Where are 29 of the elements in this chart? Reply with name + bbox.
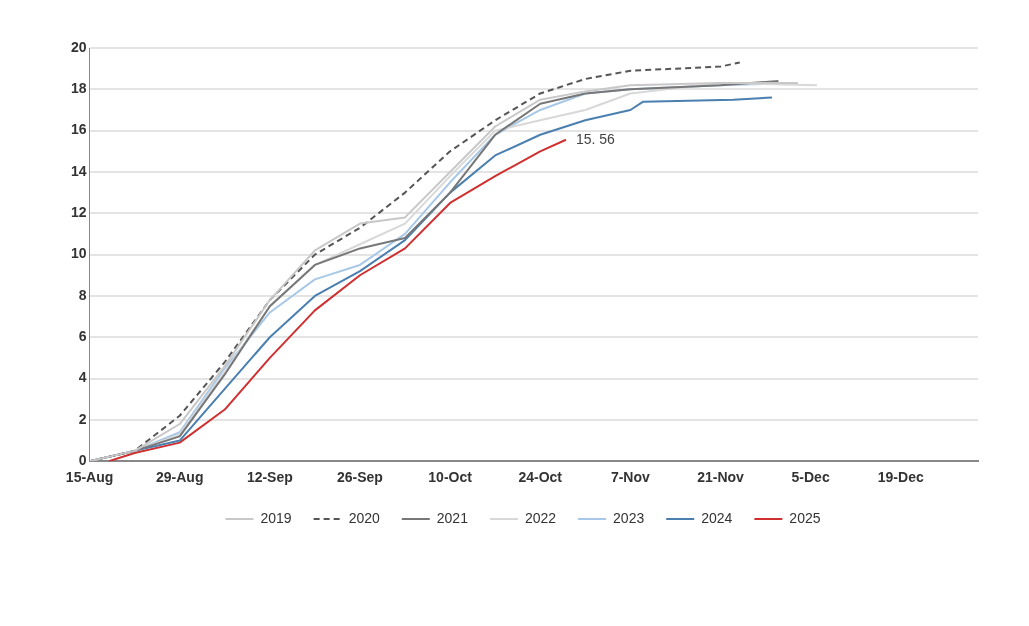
- legend-label: 2019: [260, 509, 292, 526]
- y-tick-label: 14: [70, 162, 87, 179]
- legend-label: 2024: [701, 509, 733, 526]
- x-tick-label: 10-Oct: [428, 469, 473, 486]
- y-tick-label: 0: [78, 452, 87, 469]
- x-tick-label: 12-Sep: [246, 469, 293, 486]
- legend-label: 2025: [789, 509, 821, 526]
- y-tick-label: 18: [70, 80, 87, 97]
- y-tick-label: 4: [78, 369, 87, 386]
- x-tick-label: 21-Nov: [697, 469, 745, 486]
- y-tick-label: 10: [70, 245, 87, 262]
- y-tick-label: 20: [70, 38, 87, 55]
- x-tick-label: 15-Aug: [65, 469, 114, 486]
- legend-label: 2021: [436, 509, 469, 526]
- x-tick-label: 7-Nov: [610, 469, 651, 486]
- y-tick-label: 12: [70, 204, 87, 221]
- y-tick-label: 8: [78, 286, 87, 303]
- legend-label: 2022: [524, 509, 557, 526]
- y-tick-label: 6: [78, 328, 87, 345]
- x-tick-label: 5-Dec: [791, 469, 830, 486]
- legend-label: 2023: [613, 509, 645, 526]
- y-tick-label: 2: [78, 410, 87, 427]
- x-tick-label: 24-Oct: [518, 469, 563, 486]
- x-tick-label: 19-Dec: [877, 469, 924, 486]
- x-tick-label: 29-Aug: [155, 469, 204, 486]
- y-tick-label: 16: [70, 121, 87, 138]
- annotation: 15. 56: [575, 130, 616, 147]
- x-tick-label: 26-Sep: [337, 469, 383, 486]
- legend-label: 2020: [348, 509, 380, 526]
